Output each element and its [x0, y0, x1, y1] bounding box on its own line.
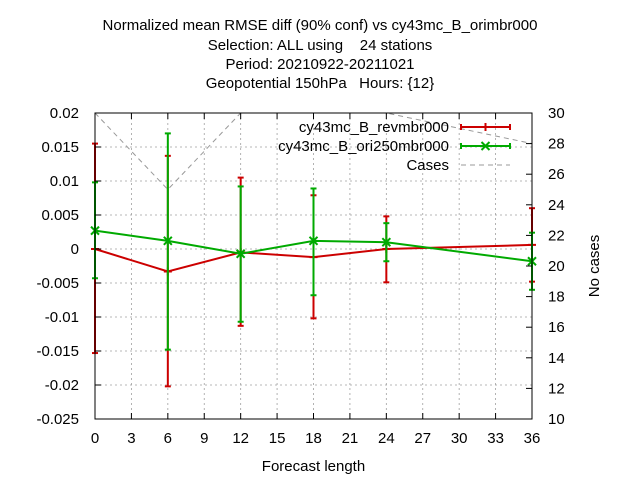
y2-tick-label: 12 — [548, 380, 565, 397]
x-tick-label: 18 — [305, 430, 322, 447]
x-tick-label: 27 — [414, 430, 431, 447]
y-tick-label: -0.02 — [45, 377, 79, 394]
ticks-layer: 0 3 6 9 12 15 18 21 24 27 30 33 36-0.025-0.02-0.015-… — [36, 105, 564, 447]
x-tick-label: 12 — [232, 430, 249, 447]
y-tick-label: -0.01 — [45, 309, 79, 326]
y2-tick-label: 24 — [548, 197, 565, 214]
legend-label-1: cy43mc_B_ori250mbr000 — [278, 138, 449, 155]
x-tick-label: 0 — [91, 430, 99, 447]
chart-title-line-4: Geopotential 150hPa Hours: {12} — [205, 75, 435, 92]
data-point-1 — [381, 237, 392, 247]
series-line-0 — [94, 243, 533, 273]
y-tick-label: 0.015 — [41, 139, 79, 156]
data-point-1 — [235, 249, 246, 259]
x-tick-label: 6 — [164, 430, 172, 447]
series-line-1 — [94, 229, 533, 263]
y2-tick-label: 14 — [548, 350, 565, 367]
data-point-1 — [308, 236, 319, 246]
x-axis-label: Forecast length — [262, 458, 365, 475]
y-tick-label: 0.01 — [50, 173, 79, 190]
y2-tick-label: 28 — [548, 136, 565, 153]
data-point-1 — [163, 236, 173, 246]
y2-tick-label: 30 — [548, 105, 565, 122]
chart-title-line-1: Normalized mean RMSE diff (90% conf) vs … — [102, 17, 538, 34]
y-tick-label: 0.02 — [50, 105, 79, 122]
x-tick-label: 15 — [269, 430, 286, 447]
chart-title-line-2: Selection: ALL using 24 stations — [207, 37, 433, 54]
chart-title-line-3: Period: 20210922-20211021 — [225, 56, 415, 73]
y-tick-label: 0.005 — [41, 207, 79, 224]
x-tick-label: 3 — [127, 430, 135, 447]
legend-label-2: Cases — [406, 157, 449, 174]
y2-tick-label: 26 — [548, 166, 565, 183]
x-tick-label: 24 — [378, 430, 395, 447]
y2-tick-label: 10 — [548, 411, 565, 428]
x-tick-label: 36 — [524, 430, 541, 447]
y-tick-label: 0 — [71, 241, 79, 258]
y2-tick-label: 16 — [548, 319, 565, 336]
legend: cy43mc_B_revmbr000 cy43mc_B_ori250mbr000 C… — [278, 119, 511, 174]
legend-marker-1 — [480, 141, 491, 151]
y2-tick-label: 20 — [548, 258, 565, 275]
legend-label-0: cy43mc_B_revmbr000 — [299, 119, 449, 136]
y2-tick-label: 18 — [548, 289, 565, 306]
y-tick-label: -0.025 — [36, 411, 79, 428]
legend-marker-0 — [481, 123, 490, 131]
x-tick-label: 21 — [342, 430, 359, 447]
x-tick-label: 33 — [487, 430, 504, 447]
x-tick-label: 30 — [451, 430, 468, 447]
x-tick-label: 9 — [200, 430, 208, 447]
y2-tick-label: 22 — [548, 227, 565, 244]
y-tick-label: -0.005 — [36, 275, 79, 292]
y2-axis-label: No cases — [586, 235, 603, 298]
y-tick-label: -0.015 — [36, 343, 79, 360]
